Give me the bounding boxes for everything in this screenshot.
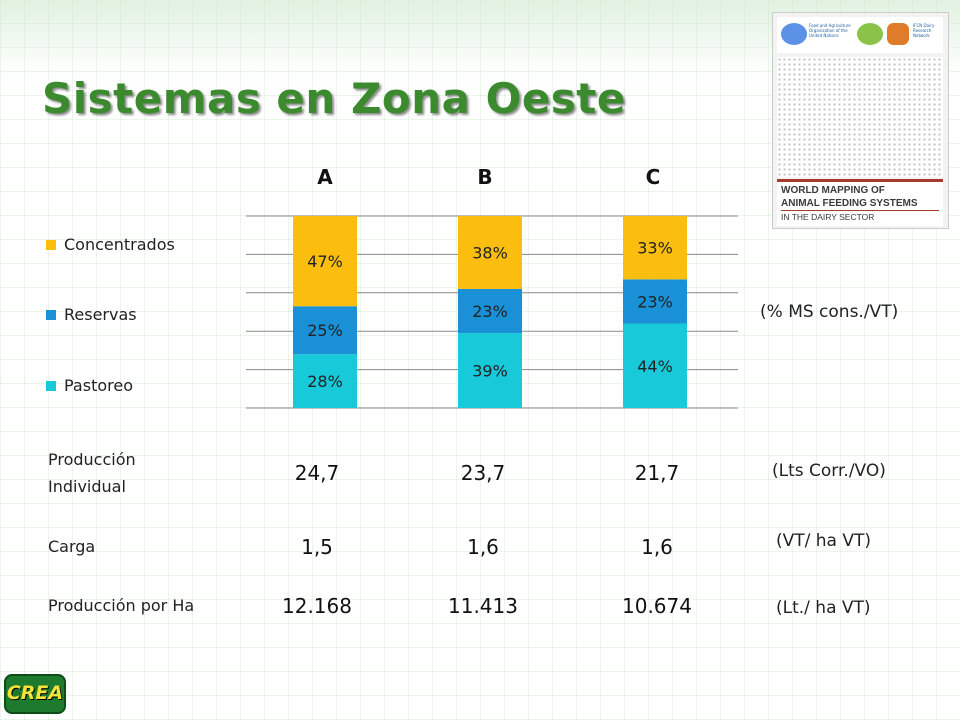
crea-logo-text: CREA [6, 682, 64, 704]
bar-reservas-c [623, 279, 687, 324]
data-label-pastoreo-c: 44% [637, 357, 673, 376]
value-a-produccion-individual: 24,7 [294, 461, 340, 485]
logo-caption: WORLD MAPPING OF ANIMAL FEEDING SYSTEMS … [777, 179, 943, 226]
logo-line-2: ANIMAL FEEDING SYSTEMS [781, 198, 918, 209]
value-b-produccion-individual: 23,7 [460, 461, 506, 485]
row-label-produccion-individual: Producción Individual [48, 450, 136, 496]
unit-produccion-por-ha: (Lt./ ha VT) [776, 598, 871, 618]
slide-title: Sistemas en Zona Oeste [42, 74, 626, 123]
data-label-reservas-c: 23% [637, 292, 673, 311]
category-label-a: A [317, 165, 333, 189]
fao-logo-icon [781, 23, 807, 45]
data-label-pastoreo-a: 28% [307, 372, 343, 391]
data-label-pastoreo-b: 39% [472, 362, 508, 381]
row-label-carga: Carga [48, 537, 96, 556]
logo-divider [781, 210, 939, 211]
crea-logo: CREA [4, 674, 66, 714]
value-b-carga: 1,6 [467, 535, 499, 559]
logo-header: Food and Agriculture Organization of the… [777, 17, 943, 53]
category-label-c: C [645, 165, 661, 189]
bar-reservas-b [458, 288, 522, 334]
report-cover-image: Food and Agriculture Organization of the… [772, 12, 949, 229]
legend-swatch-concentrados [46, 240, 56, 250]
world-map-image [777, 57, 943, 177]
data-label-concentrados-c: 33% [637, 239, 673, 258]
data-label-reservas-a: 25% [307, 321, 343, 340]
bar-pastoreo-c [623, 323, 687, 408]
bar-concentrados-a [293, 216, 357, 307]
ifcn-logo-icon [887, 23, 909, 45]
unit-carga: (VT/ ha VT) [776, 531, 872, 551]
bar-pastoreo-a [293, 354, 357, 408]
chart-unit-label: (% MS cons./VT) [760, 302, 899, 322]
legend-label-pastoreo: Pastoreo [64, 376, 133, 395]
unit-produccion-individual: (Lts Corr./VO) [772, 461, 886, 481]
bar-concentrados-b [458, 216, 522, 289]
value-a-carga: 1,5 [301, 535, 333, 559]
legend-label-reservas: Reservas [64, 305, 137, 324]
value-a-produccion-por-ha: 12.168 [282, 594, 352, 618]
category-label-b: B [477, 165, 493, 189]
data-label-reservas-b: 23% [472, 302, 508, 321]
legend-swatch-reservas [46, 310, 56, 320]
logo-line-3: IN THE DAIRY SECTOR [781, 212, 875, 222]
value-c-produccion-por-ha: 10.674 [622, 594, 692, 618]
legend-swatch-pastoreo [46, 381, 56, 391]
data-label-concentrados-b: 38% [472, 243, 508, 262]
value-b-produccion-por-ha: 11.413 [448, 594, 518, 618]
legend-label-concentrados: Concentrados [64, 235, 175, 254]
value-c-produccion-individual: 21,7 [634, 461, 680, 485]
logo-line-1: WORLD MAPPING OF [781, 185, 885, 196]
ifcn-text: IFCN Dairy Research Network [913, 23, 935, 38]
row-label-produccion-por-ha: Producción por Ha [48, 596, 195, 615]
data-label-concentrados-a: 47% [307, 252, 343, 271]
bar-concentrados-c [623, 216, 687, 280]
bar-reservas-a [293, 306, 357, 355]
flower-logo-icon [857, 23, 883, 45]
value-c-carga: 1,6 [641, 535, 673, 559]
bar-pastoreo-b [458, 333, 522, 408]
fao-text: Food and Agriculture Organization of the… [809, 23, 851, 38]
